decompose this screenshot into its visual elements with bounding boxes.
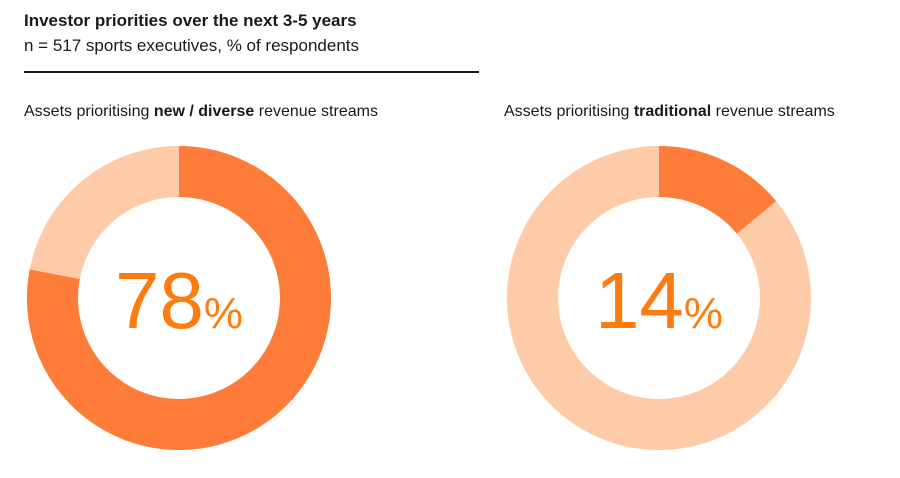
donut-2-label-prefix: Assets prioritising [504, 103, 634, 120]
donut-1-label-suffix: revenue streams [254, 103, 378, 120]
svg-text:14%: 14% [595, 256, 723, 345]
donut-1-value: 78 [115, 256, 204, 345]
donut-1-label: Assets prioritising new / diverse revenu… [24, 102, 378, 122]
donut-2-unit: % [684, 289, 723, 338]
donut-1-value-arc [27, 146, 331, 450]
donut-2-label-suffix: revenue streams [711, 103, 835, 120]
donut-2-value: 14 [595, 256, 684, 345]
donut-2-value-arc [658, 146, 777, 235]
donut-2-label-emphasis: traditional [633, 103, 712, 120]
svg-text:78%: 78% [115, 256, 243, 345]
donut-1-label-emphasis: new / diverse [153, 103, 255, 120]
header-divider [24, 71, 479, 73]
donut-chart-new-diverse: 78% [27, 146, 331, 450]
chart-header: Investor priorities over the next 3-5 ye… [24, 10, 479, 57]
donut-2-label: Assets prioritising traditional revenue … [504, 102, 835, 122]
donut-1-label-prefix: Assets prioritising [24, 103, 154, 120]
donut-chart-traditional: 14% [507, 146, 811, 450]
chart-subtitle: n = 517 sports executives, % of responde… [24, 36, 360, 55]
chart-title: Investor priorities over the next 3-5 ye… [24, 11, 357, 30]
donut-1-unit: % [204, 289, 243, 338]
